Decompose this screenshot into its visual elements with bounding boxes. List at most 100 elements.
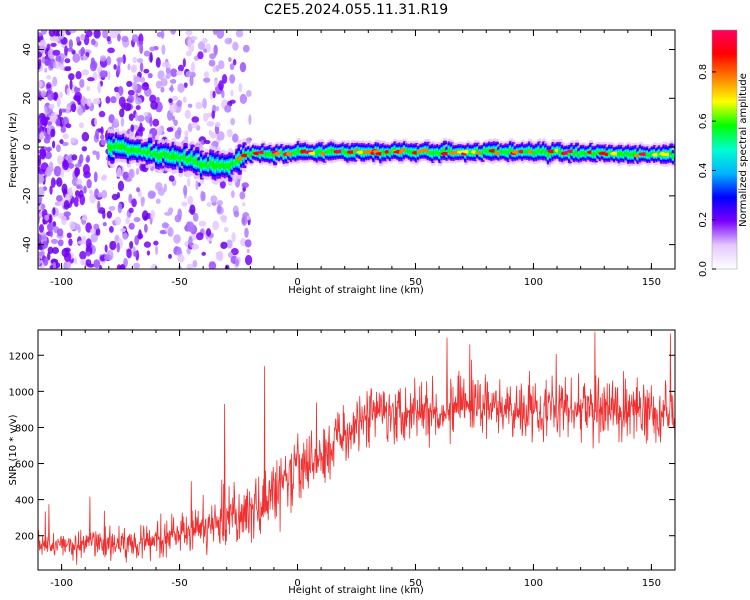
spectrogram-noise-blob xyxy=(197,41,206,50)
spectrogram-noise-blob xyxy=(134,97,142,105)
spectrogram-noise-blob xyxy=(177,126,182,136)
spectrogram-noise-blob xyxy=(212,66,217,73)
spectrogram-noise-blob xyxy=(223,226,229,233)
spectrogram-noise-blob xyxy=(209,53,216,60)
spectrogram-noise-blob xyxy=(131,198,137,208)
spectrogram-noise-blob xyxy=(120,227,126,233)
spectrogram-noise-blob xyxy=(60,126,67,133)
spectrogram-noise-blob xyxy=(215,251,220,257)
spectrogram-noise-blob xyxy=(190,61,196,73)
spectrogram-noise-blob xyxy=(66,87,70,96)
spectrogram-noise-blob xyxy=(85,251,91,257)
spectrogram-noise-blob xyxy=(219,180,226,189)
spectrogram-noise-blob xyxy=(150,263,159,269)
spectrogram-x-tick-label: -50 xyxy=(171,277,187,288)
spectrogram-noise-blob xyxy=(116,65,121,76)
spectrogram-noise-blob xyxy=(167,226,174,238)
spectrogram-ridge-peak xyxy=(554,148,560,153)
spectrogram-noise-blob xyxy=(208,129,213,136)
spectrogram-noise-blob xyxy=(44,214,50,221)
spectrogram-noise-blob xyxy=(147,72,153,79)
spectrogram-noise-blob xyxy=(63,251,72,263)
spectrogram-noise-blob xyxy=(60,108,67,113)
spectrogram-y-tick-label: 40 xyxy=(22,43,33,56)
spectrogram-noise-blob xyxy=(186,221,195,233)
spectrogram-noise-blob xyxy=(64,45,68,56)
spectrogram-noise-blob xyxy=(235,30,244,38)
spectrogram-noise-blob xyxy=(186,247,191,255)
spectrogram-noise-blob xyxy=(52,76,58,87)
snr-x-tick-label: -100 xyxy=(50,578,73,589)
spectrogram-noise-blob xyxy=(246,215,251,221)
spectrogram-noise-blob xyxy=(46,83,52,89)
spectrogram-noise-blob xyxy=(39,131,45,140)
spectrogram-noise-blob xyxy=(66,47,74,52)
spectrogram-noise-blob xyxy=(239,61,247,73)
spectrogram-noise-blob xyxy=(187,39,192,46)
spectrogram-noise-blob xyxy=(89,189,93,195)
spectrogram-noise-blob xyxy=(210,195,218,203)
spectrogram-x-tick-label: -100 xyxy=(50,277,73,288)
spectrogram-noise-blob xyxy=(204,140,211,145)
spectrogram-noise-blob xyxy=(206,201,212,207)
spectrogram-noise-blob xyxy=(99,55,107,62)
spectrogram-noise-blob xyxy=(38,138,42,144)
spectrogram-noise-blob xyxy=(133,216,141,223)
spectrogram-noise-blob xyxy=(116,242,120,253)
spectrogram-noise-blob xyxy=(185,50,192,57)
spectrogram-noise-blob xyxy=(68,39,73,49)
spectrogram-noise-blob xyxy=(74,166,79,178)
spectrogram-noise-blob xyxy=(46,75,52,80)
spectrogram-noise-blob xyxy=(169,79,177,84)
spectrogram-noise-blob xyxy=(99,70,108,79)
snr-frame xyxy=(37,329,676,571)
spectrogram-noise-blob xyxy=(229,63,235,71)
spectrogram-noise-blob xyxy=(97,200,101,212)
spectrogram-x-tick-label: 50 xyxy=(409,277,422,288)
spectrogram-noise-blob xyxy=(220,241,228,250)
colorbar-tick-label: 0.8 xyxy=(698,64,709,80)
spectrogram-noise-blob xyxy=(41,57,46,64)
spectrogram-noise-blob xyxy=(79,194,86,206)
spectrogram-noise-blob xyxy=(171,115,176,122)
spectrogram-noise-blob xyxy=(38,251,45,257)
spectrogram-noise-blob xyxy=(52,91,59,101)
spectrogram-noise-blob xyxy=(233,210,240,218)
spectrogram-noise-blob xyxy=(200,190,205,202)
spectrogram-noise-blob xyxy=(50,177,56,188)
spectrogram-noise-blob xyxy=(214,121,221,128)
spectrogram-noise-blob xyxy=(170,30,177,35)
spectrogram-noise-blob xyxy=(235,258,239,267)
spectrogram-noise-blob xyxy=(161,61,170,68)
spectrogram-noise-blob xyxy=(61,215,67,226)
spectrogram-noise-blob xyxy=(105,96,111,104)
spectrogram-noise-blob xyxy=(64,58,71,64)
spectrogram-noise-blob xyxy=(92,98,101,105)
spectrogram-noise-blob xyxy=(82,214,88,221)
spectrogram-noise-blob xyxy=(93,223,100,230)
spectrogram-noise-blob xyxy=(108,225,114,233)
spectrogram-noise-blob xyxy=(89,193,97,204)
spectrogram-noise-blob xyxy=(81,146,88,152)
spectrogram-noise-blob xyxy=(216,30,225,39)
spectrogram-noise-blob xyxy=(116,57,124,63)
spectrogram-x-tick-label: 100 xyxy=(524,277,543,288)
spectrogram-noise-blob xyxy=(113,118,119,128)
spectrogram-noise-blob xyxy=(123,102,132,112)
spectrogram-noise-blob xyxy=(70,137,76,144)
spectrogram-noise-blob xyxy=(226,239,233,249)
spectrogram-noise-blob xyxy=(44,67,48,73)
spectrogram-noise-blob xyxy=(155,181,163,191)
spectrogram-noise-blob xyxy=(177,254,185,263)
spectrogram-noise-blob xyxy=(190,122,198,128)
spectrogram-noise-blob xyxy=(69,79,73,90)
spectrogram-noise-blob xyxy=(143,50,151,57)
spectrogram-noise-blob xyxy=(92,150,98,155)
spectrogram-noise-blob xyxy=(185,30,193,36)
spectrogram-noise-blob xyxy=(143,68,150,74)
spectrogram-noise-blob xyxy=(130,124,135,133)
spectrogram-noise-blob xyxy=(174,214,182,223)
spectrogram-noise-blob xyxy=(160,30,165,39)
spectrogram-noise-blob xyxy=(241,182,250,189)
